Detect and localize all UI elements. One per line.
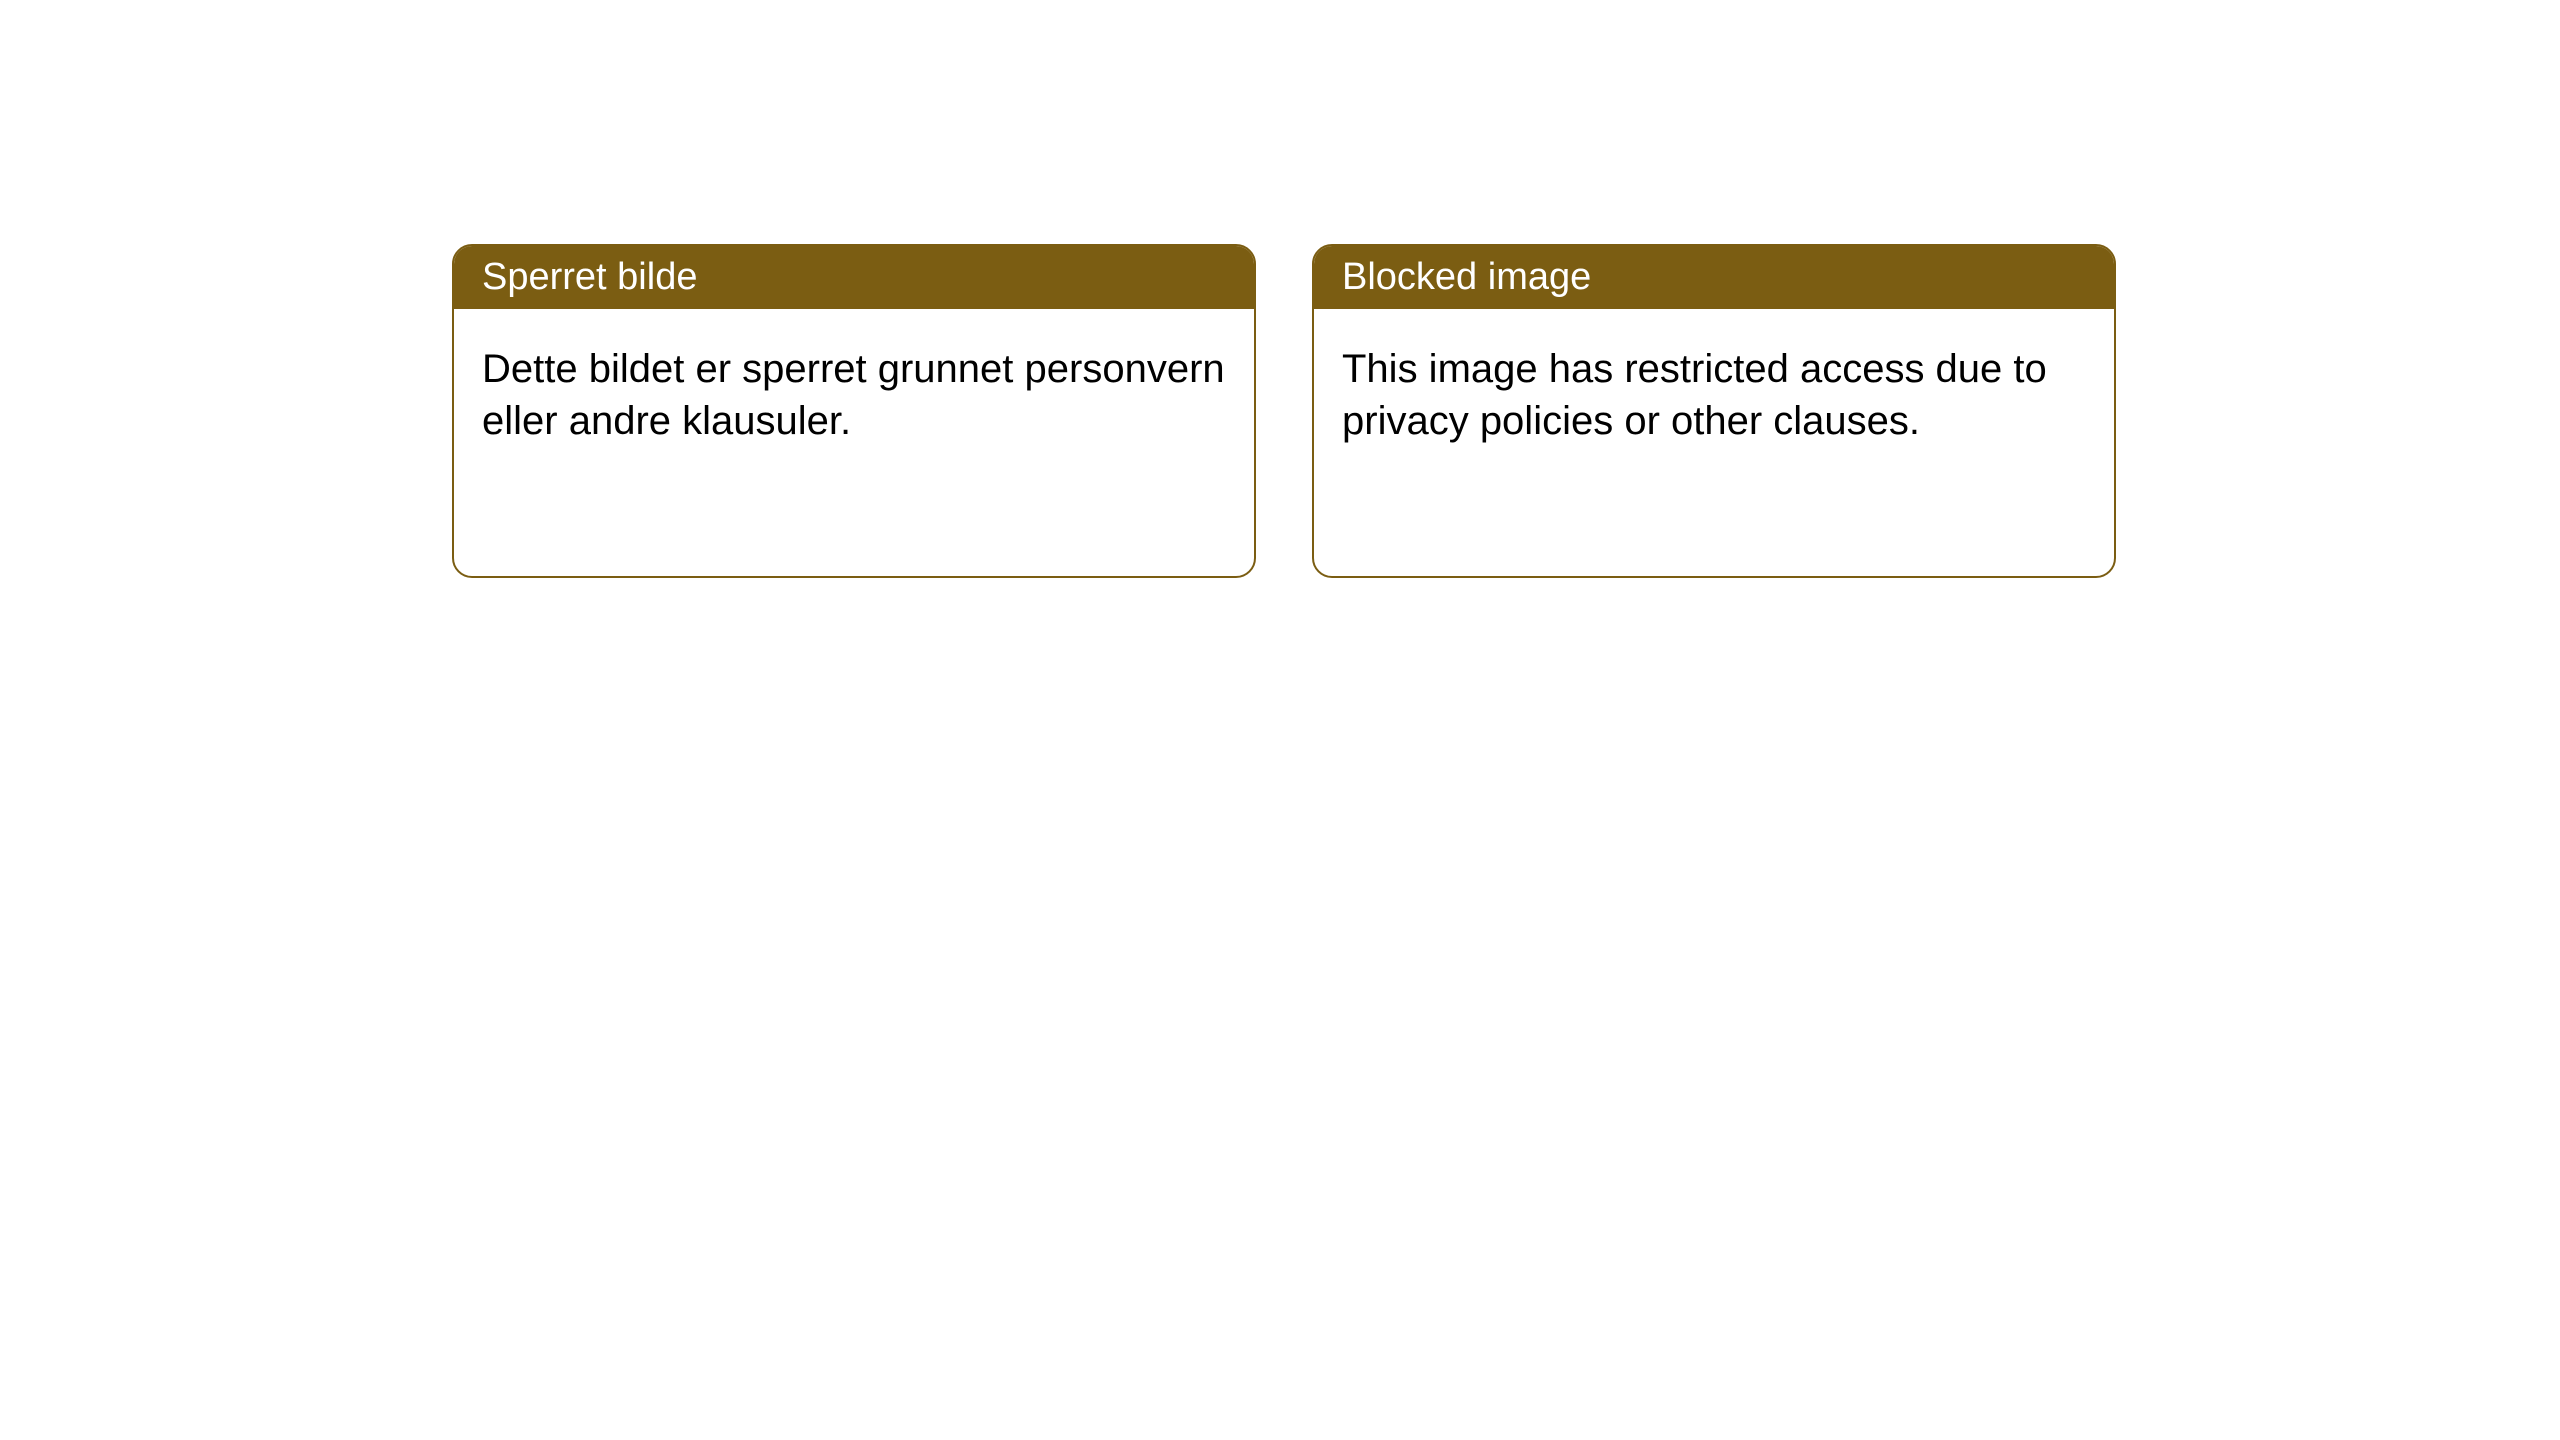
card-body-norwegian: Dette bildet er sperret grunnet personve… [454,309,1254,481]
notice-card-english: Blocked image This image has restricted … [1312,244,2116,578]
notice-card-norwegian: Sperret bilde Dette bildet er sperret gr… [452,244,1256,578]
card-header-english: Blocked image [1314,246,2114,309]
card-body-english: This image has restricted access due to … [1314,309,2114,481]
notice-container: Sperret bilde Dette bildet er sperret gr… [452,244,2116,578]
card-header-norwegian: Sperret bilde [454,246,1254,309]
